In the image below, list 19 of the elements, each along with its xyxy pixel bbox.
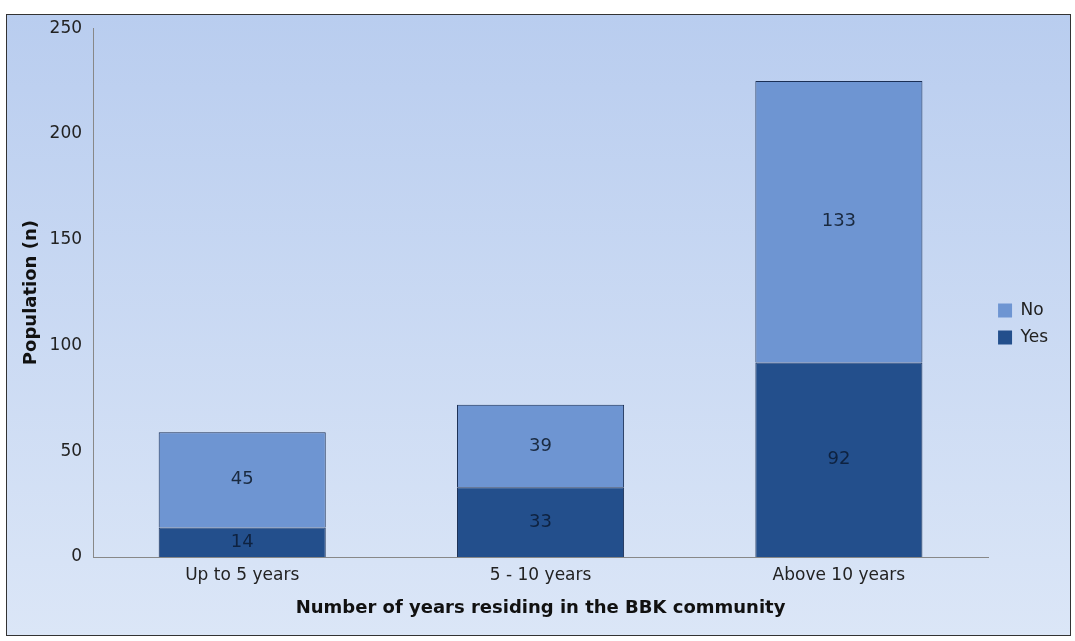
data-label: 45 (230, 467, 254, 489)
y-tick-label: 150 (49, 228, 83, 249)
y-tick-label: 100 (49, 333, 83, 354)
x-axis-title: Number of years residing in the BBK community (295, 595, 786, 617)
x-tick-label: Up to 5 years (185, 563, 300, 584)
data-label: 133 (821, 209, 857, 231)
legend-label: Yes (1019, 325, 1049, 346)
data-label: 33 (529, 509, 553, 531)
data-label: 92 (827, 447, 851, 469)
legend-label: No (1020, 298, 1044, 319)
x-tick-label: Above 10 years (772, 563, 906, 584)
y-tick-label: 200 (49, 122, 83, 143)
y-tick-label: 250 (49, 16, 83, 37)
data-label: 14 (230, 529, 254, 551)
data-label: 39 (529, 433, 553, 455)
x-tick-label: 5 - 10 years (489, 563, 592, 584)
y-axis-title: Population (n) (19, 220, 41, 366)
y-tick-label: 50 (60, 439, 83, 460)
y-tick-label: 0 (71, 545, 83, 566)
